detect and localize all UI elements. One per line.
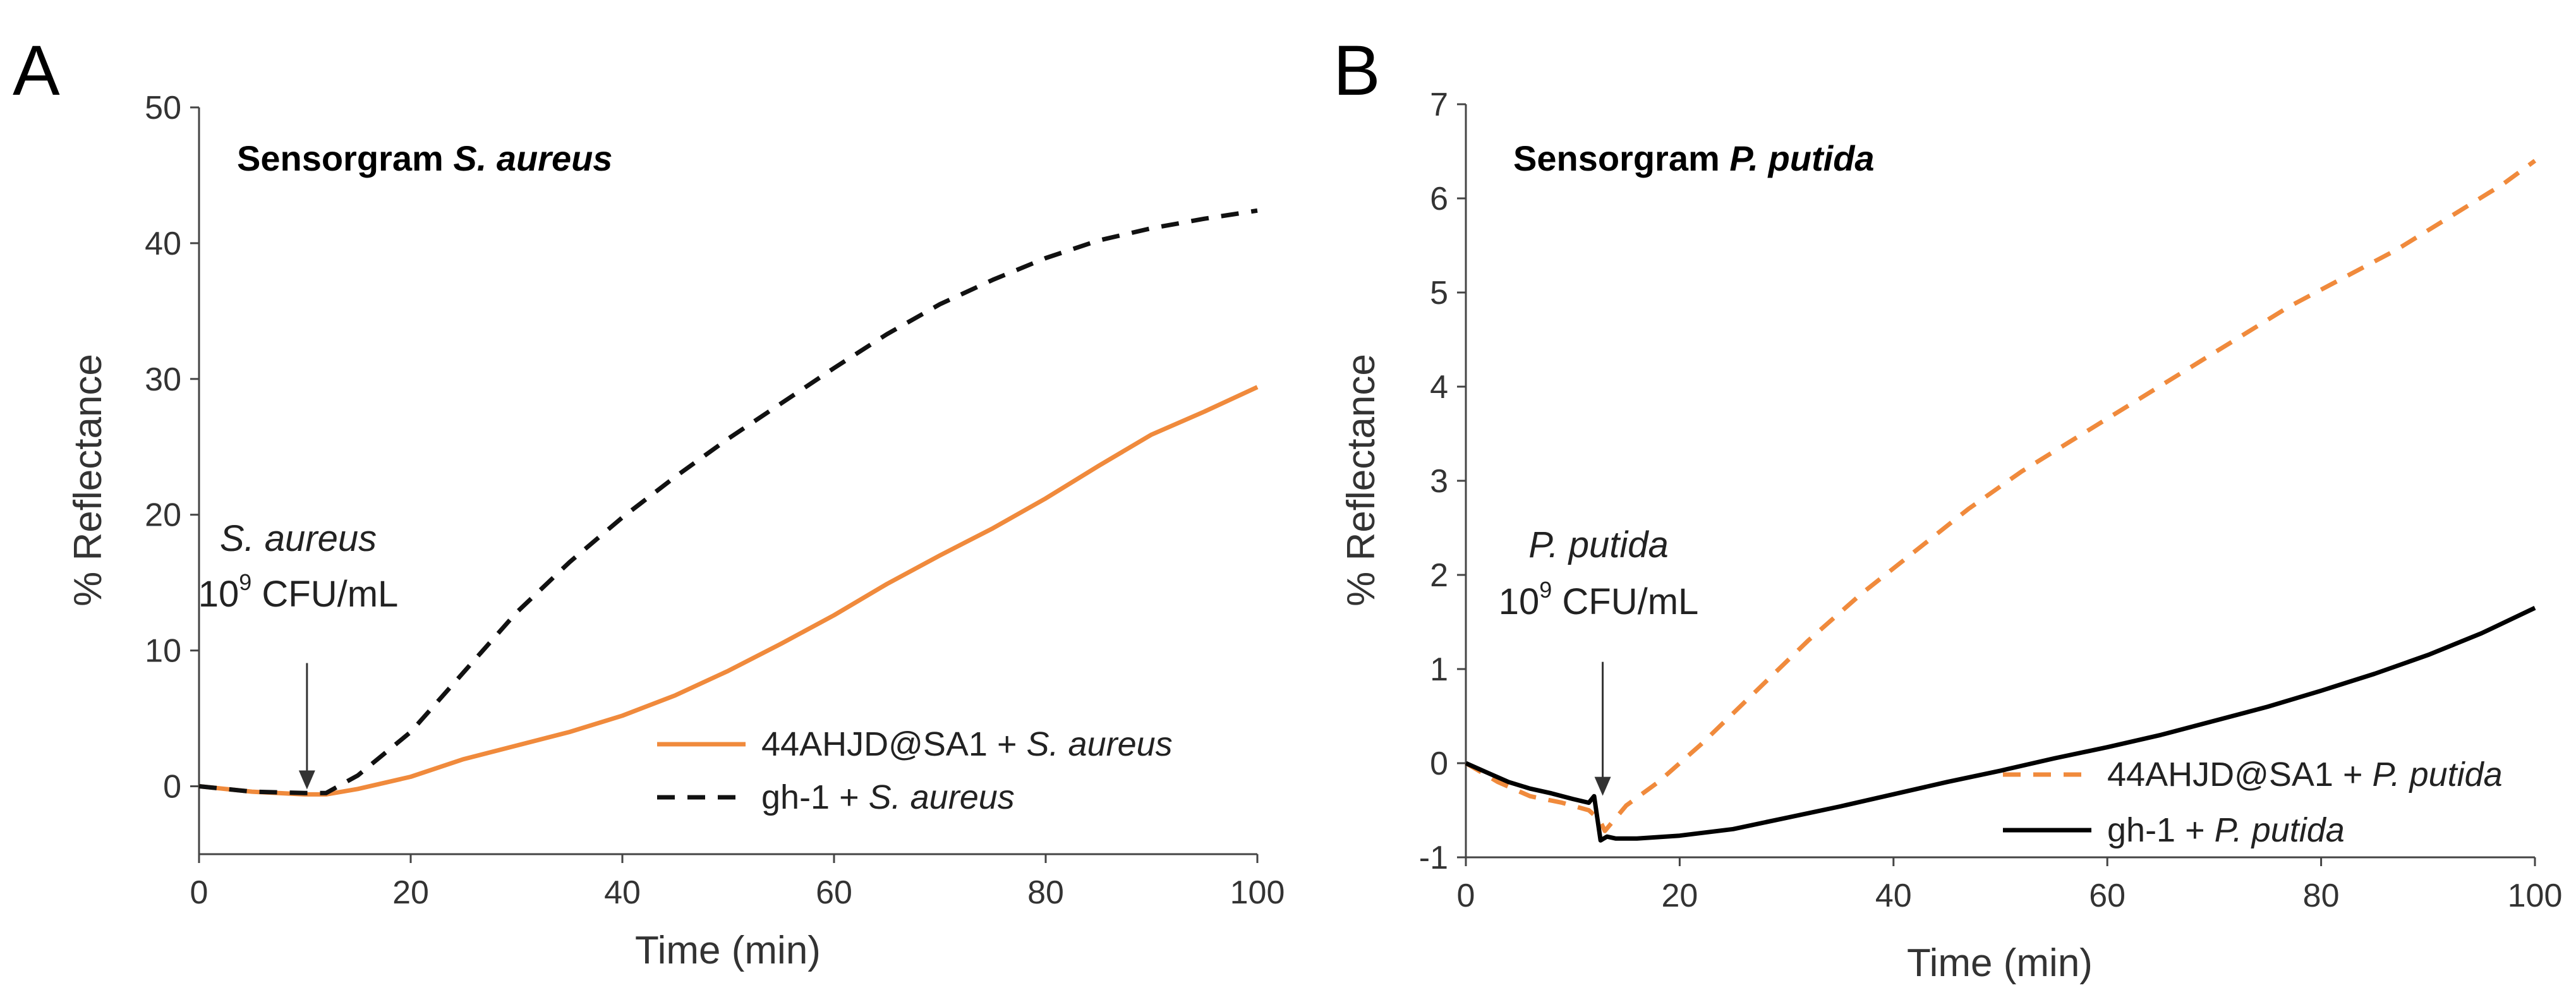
panel-a-axes	[198, 107, 1257, 855]
panel-a-injection-annotation: S. aureus 109 CFU/mL	[198, 518, 399, 790]
panel-a-x-tick-label: 100	[1230, 874, 1285, 911]
panel-a-y-tick-label: 40	[145, 226, 181, 262]
panel-b-legend-label-2: gh-1 + P. putida	[2107, 811, 2345, 849]
panel-a-label: A	[13, 31, 60, 110]
panel-a-annotation-species: S. aureus	[220, 518, 377, 559]
panel-a-legend: 44AHJD@SA1 + S. aureus gh-1 + S. aureus	[657, 725, 1173, 816]
panel-a-series-1-line	[198, 385, 1259, 797]
panel-a-y-tick-label: 30	[145, 361, 181, 398]
panel-b-annotation-dose: 109 CFU/mL	[1499, 577, 1699, 622]
panel-b-legend: 44AHJD@SA1 + P. putida gh-1 + P. putida	[2003, 756, 2503, 849]
panel-b-title: Sensorgram P. putida	[1513, 138, 1875, 178]
panel-a-annotation-dose: 109 CFU/mL	[198, 569, 399, 615]
panel-a-title: Sensorgram S. aureus	[237, 138, 612, 178]
panel-b-y-label: % Reflectance	[1339, 354, 1383, 607]
panel-b-y-tick-label: 7	[1430, 87, 1448, 123]
panel-a-y-tick-label: 10	[145, 633, 181, 670]
panel-b-x-label: Time (min)	[1907, 941, 2093, 985]
panel-b-x-tick-label: 0	[1457, 878, 1475, 914]
panel-a-arrow-head	[298, 770, 315, 790]
panel-b-legend-label-1: 44AHJD@SA1 + P. putida	[2107, 756, 2503, 794]
panel-b-y-tick-label: 3	[1430, 463, 1448, 500]
panel-b-y-tick-label: 2	[1430, 557, 1448, 594]
panel-a-x-tick-label: 0	[190, 874, 209, 911]
panel-b-y-tick-label: 5	[1430, 275, 1448, 311]
panel-b-x-tick-label: 20	[1661, 878, 1698, 914]
panel-b-y-tick-label: 6	[1430, 181, 1448, 217]
panel-a-y-tick-label: 50	[145, 90, 181, 126]
panel-a-legend-label-2: gh-1 + S. aureus	[761, 778, 1015, 816]
panel-b-y-tick-label: 1	[1430, 651, 1448, 688]
panel-b-x-tick-label: 40	[1875, 878, 1912, 914]
panel-a-x-tick-label: 80	[1027, 874, 1064, 911]
panel-a-y-label: % Reflectance	[66, 354, 110, 607]
panel-a-y-tick-label: 20	[145, 497, 181, 534]
panel-b-x-tick-label: 80	[2303, 878, 2340, 914]
panel-a-annotation-arrow	[298, 663, 315, 790]
panel-b-y-tick-label: 4	[1430, 369, 1448, 406]
panel-b-label: B	[1333, 31, 1381, 110]
panel-b-x-tick-label: 100	[2508, 878, 2563, 914]
panel-b-series-1-line	[1465, 159, 2537, 833]
panel-a-legend-label-1: 44AHJD@SA1 + S. aureus	[761, 725, 1173, 763]
panel-b-y-tick-label: -1	[1419, 840, 1448, 876]
panel-b-y-tick-label: 0	[1430, 745, 1448, 782]
panel-b-annotation-species: P. putida	[1528, 524, 1668, 565]
panel-a-x-tick-label: 60	[816, 874, 852, 911]
panel-a-series-2-line	[198, 208, 1258, 795]
panel-b-annotation-arrow	[1594, 661, 1611, 796]
panel-a-x-tick-label: 20	[392, 874, 429, 911]
panel-b-arrow-head	[1594, 776, 1611, 796]
panel-a-y-tick-label: 0	[163, 769, 181, 806]
panel-a-x-label: Time (min)	[635, 929, 821, 972]
panel-b-x-tick-label: 60	[2089, 878, 2126, 914]
panel-b-series-2-line	[1465, 606, 2536, 843]
panel-b-axes	[1465, 104, 2535, 859]
panel-a-x-tick-label: 40	[604, 874, 641, 911]
panel-a: A Sensorgram S. aureus 0 10 20 30 40 50 0 20 40…	[13, 31, 1285, 972]
panel-b-injection-annotation: P. putida 109 CFU/mL	[1499, 524, 1699, 796]
